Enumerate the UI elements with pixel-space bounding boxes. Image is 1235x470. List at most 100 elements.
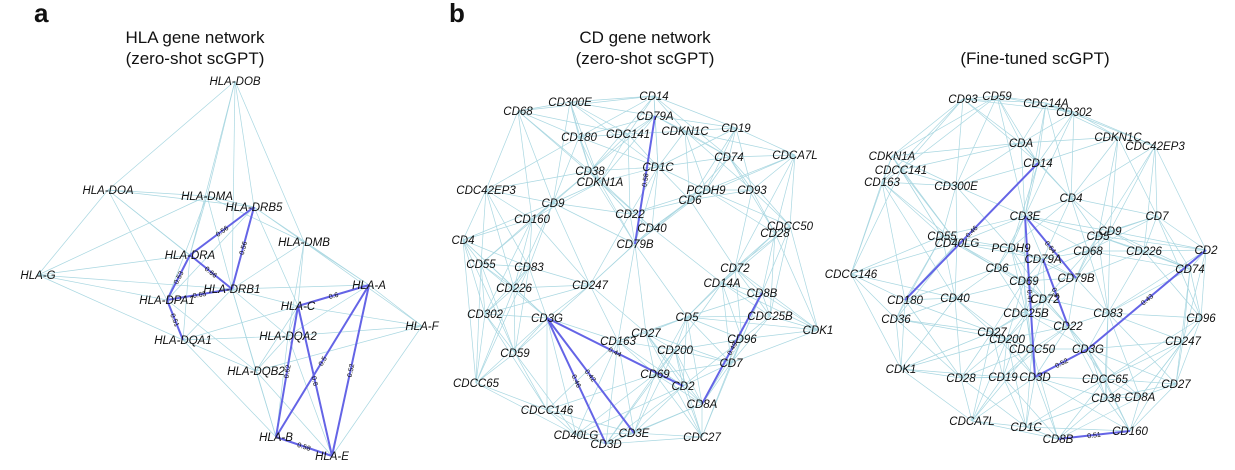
light-edge [605, 403, 703, 445]
light-edge [954, 242, 958, 299]
light-edge [1097, 145, 1156, 237]
edge-weight-label: 0.5 [318, 355, 329, 367]
edge-weight-label: 0.65 [192, 291, 207, 300]
light-edge [599, 181, 636, 245]
light-edge [37, 189, 109, 276]
light-edge [689, 189, 753, 201]
edge-weight-label: 0.56 [239, 241, 249, 256]
light-edge [734, 189, 753, 269]
node-label-hla-dob: HLA-DOB [209, 76, 260, 88]
light-edge [575, 434, 607, 445]
light-edge [528, 218, 533, 268]
light-edge [684, 127, 737, 132]
light-edge [962, 98, 1022, 144]
panel-a-title-line2: (zero-shot scGPT) [125, 49, 265, 68]
light-edge [1105, 312, 1109, 399]
light-edge [1200, 249, 1207, 319]
light-edge [1010, 247, 1027, 314]
light-edge [769, 232, 776, 317]
node-label-cd79b: CD79B [616, 239, 653, 251]
light-edge [956, 242, 1025, 282]
edge-weight-label: 0.51 [1087, 432, 1101, 440]
light-edge [1143, 250, 1202, 319]
light-edge [962, 95, 998, 100]
light-edge [517, 110, 629, 135]
light-edge [728, 156, 753, 191]
light-edge [462, 189, 487, 241]
light-edge [107, 189, 208, 197]
light-edge [941, 185, 957, 237]
node-label-hla-c: HLA-C [281, 301, 316, 313]
light-edge [904, 299, 993, 333]
hla-network: 0.560.560.53 0.660.650.510.60.620.50.520.… [20, 76, 439, 463]
light-edge [1042, 258, 1046, 300]
light-edge [701, 338, 743, 438]
light-edge [514, 266, 530, 354]
light-edge [589, 170, 636, 245]
light-edge [684, 130, 796, 156]
light-edge [1024, 215, 1111, 232]
light-edge [578, 136, 591, 172]
light-edge [734, 267, 819, 331]
light-edge [789, 225, 819, 331]
light-edge [255, 370, 333, 457]
edge-weight-label: 0.52 [347, 363, 357, 378]
light-edge [900, 169, 957, 187]
light-edge [1087, 348, 1141, 398]
node-label-hla-dpa1: HLA-DPA1 [139, 295, 194, 307]
light-edge [900, 331, 993, 370]
node-label-cd7: CD7 [719, 358, 743, 370]
strong-edge-cd8b-cd160 [1057, 430, 1131, 440]
light-edge [552, 202, 636, 245]
light-edge [1002, 348, 1033, 378]
light-edge [941, 235, 956, 299]
edge-weight-label: 0.62 [283, 364, 292, 379]
node-label-cd5: CD5 [1086, 231, 1110, 243]
light-edge [1129, 396, 1141, 432]
light-edge [578, 136, 659, 168]
light-edge [1044, 298, 1109, 314]
light-edge [617, 332, 647, 342]
light-edge [774, 232, 819, 331]
node-label-cd2: CD2 [1194, 245, 1218, 257]
node-label-cdcc50: CDCC50 [1009, 344, 1056, 356]
light-edge [634, 243, 688, 318]
light-edge [1105, 397, 1131, 432]
light-edge [996, 95, 1026, 217]
light-edge [971, 420, 1027, 428]
light-edge [578, 115, 656, 138]
light-edge [1006, 338, 1027, 428]
light-edge [789, 154, 796, 227]
light-edge [485, 189, 530, 268]
node-label-cd19: CD19 [721, 123, 751, 135]
node-label-cd59: CD59 [500, 348, 530, 360]
light-edge [954, 297, 962, 379]
light-edge [734, 225, 791, 269]
light-edge [721, 232, 776, 284]
light-edge [728, 156, 791, 227]
node-label-cd302: CD302 [467, 309, 503, 321]
light-edge [589, 284, 619, 342]
light-edge [941, 215, 1026, 237]
light-edge [728, 154, 796, 158]
light-edge [741, 315, 771, 340]
light-edge [991, 331, 1004, 378]
hla-light-edges [37, 80, 423, 457]
light-edge [881, 169, 902, 183]
light-edge [686, 316, 819, 331]
light-edge [1020, 136, 1119, 144]
strong-edge-hla-drb5-hla-drb1 [231, 206, 255, 290]
light-edge [1024, 215, 1089, 252]
light-edge [686, 292, 763, 318]
light-edge [287, 335, 333, 457]
light-edge [633, 385, 684, 434]
panel-a-title: HLA gene network (zero-shot scGPT) [90, 27, 300, 69]
light-edge [645, 332, 703, 405]
light-edge [528, 266, 548, 319]
node-label-hla-g: HLA-G [20, 270, 55, 282]
light-edge [166, 299, 257, 372]
light-edge [531, 170, 591, 220]
light-edge [895, 297, 956, 320]
